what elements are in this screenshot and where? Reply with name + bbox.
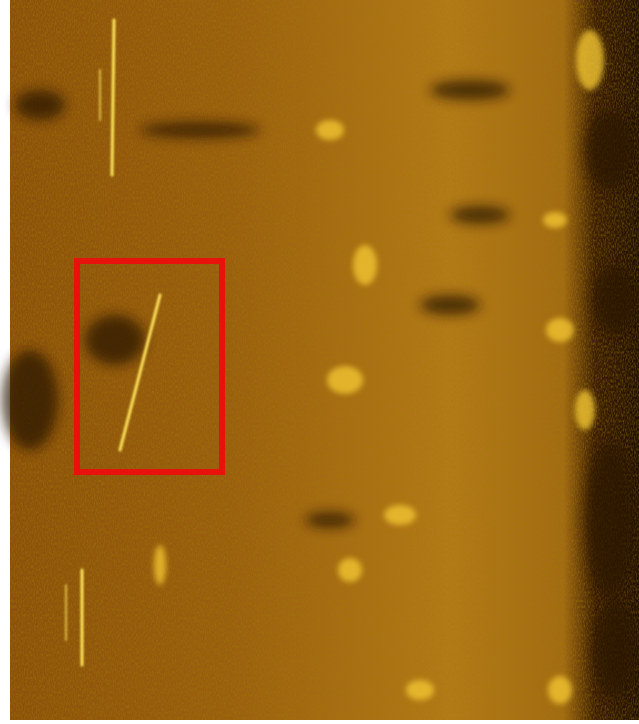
page xyxy=(0,0,639,724)
sonar-image xyxy=(2,0,639,720)
sonar-view xyxy=(0,0,639,724)
